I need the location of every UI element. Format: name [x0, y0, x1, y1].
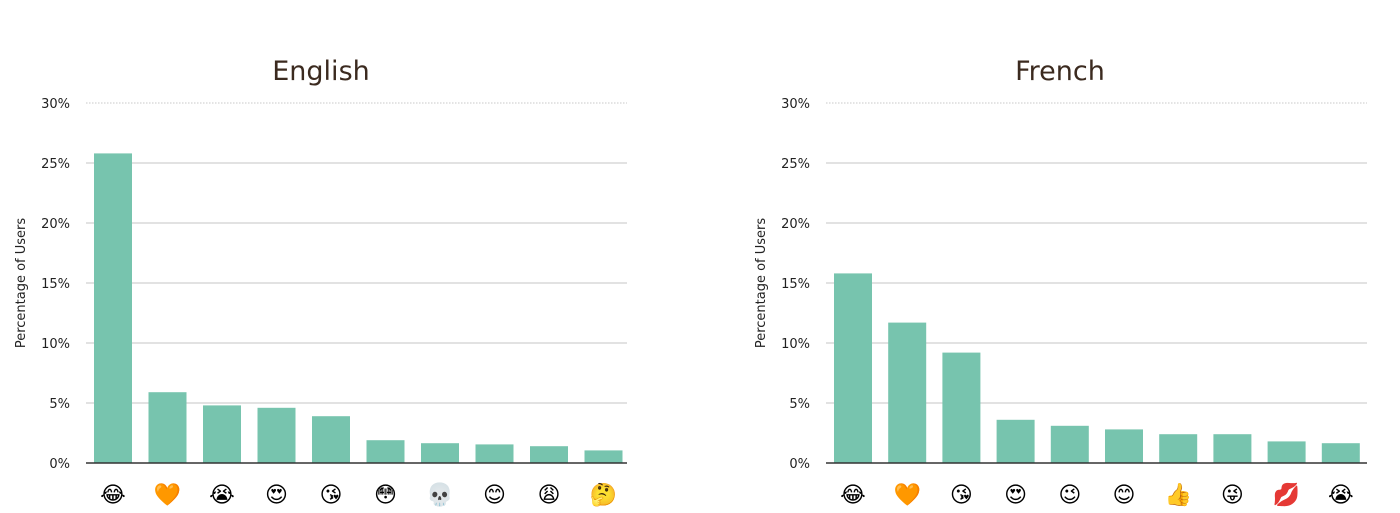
x-tick-label: 👍 [1164, 482, 1191, 508]
bar [475, 444, 514, 463]
x-tick-label: 🧡 [893, 482, 921, 508]
y-tick-label: 10% [781, 337, 810, 352]
chart-title: English [272, 56, 370, 87]
x-tick-label: 😭 [209, 483, 235, 508]
chart-title: French [1015, 56, 1105, 87]
y-tick-label: 30% [41, 97, 70, 112]
bar [1050, 425, 1089, 463]
bar [94, 153, 132, 463]
x-tick-label: 💋 [1273, 482, 1300, 508]
x-tick-label: 😳 [374, 483, 397, 508]
bar [203, 405, 241, 463]
bar [366, 440, 405, 463]
chart-english: English Percentage of Users 0% 5% 10% 15% 20% 2… [14, 56, 627, 508]
x-tick-label: 😩 [538, 483, 561, 508]
y-tick-label: 25% [781, 157, 810, 172]
y-tick-label: 0% [789, 457, 810, 472]
bar [1105, 429, 1143, 463]
bar [312, 416, 350, 463]
bar [1267, 441, 1306, 463]
x-tick-label: 😭 [1328, 483, 1354, 508]
y-tick-label: 5% [49, 397, 70, 412]
x-tick-label: 😂 [100, 483, 126, 508]
bar [834, 273, 872, 463]
y-tick-label: 10% [41, 337, 70, 352]
bar [530, 446, 568, 463]
y-tick-label: 15% [781, 277, 810, 292]
x-tick-label: 😜 [1221, 483, 1244, 508]
bar [1321, 443, 1360, 463]
y-tick-label: 20% [781, 217, 810, 232]
bar [257, 407, 296, 463]
bar [421, 443, 459, 463]
x-tick-label: 💀 [426, 482, 453, 508]
bar [942, 352, 981, 463]
y-axis-label: Percentage of Users [14, 218, 29, 349]
x-tick-label: 😊 [1113, 483, 1136, 508]
y-tick-label: 15% [41, 277, 70, 292]
bar [584, 450, 623, 463]
y-tick-label: 5% [789, 397, 810, 412]
bar [148, 392, 187, 463]
y-tick-label: 25% [41, 157, 70, 172]
x-tick-label: 😘 [950, 483, 973, 508]
x-tick-label: 😊 [483, 483, 506, 508]
x-tick-label: 😉 [1058, 483, 1081, 508]
bar [1159, 434, 1198, 463]
chart-english-svg: English Percentage of Users 0% 5% 10% 15% 20% 2… [14, 56, 627, 508]
chart-french-svg: French Percentage of Users 0% 5% 10% 15% 20% 25… [754, 56, 1367, 508]
y-tick-label: 20% [41, 217, 70, 232]
x-tick-label: 😍 [1004, 483, 1027, 508]
x-tick-label: 😍 [265, 483, 288, 508]
y-tick-label: 0% [49, 457, 70, 472]
x-tick-label: 😂 [840, 483, 866, 508]
bar [1213, 434, 1252, 463]
y-tick-label: 30% [781, 97, 810, 112]
bar [996, 419, 1035, 463]
bar [888, 322, 927, 463]
y-axis-label: Percentage of Users [754, 218, 769, 349]
x-tick-label: 🧡 [154, 482, 182, 508]
x-tick-label: 🤔 [590, 482, 617, 508]
chart-french: French Percentage of Users 0% 5% 10% 15% 20% 25… [740, 0, 1400, 513]
x-tick-label: 😘 [320, 483, 343, 508]
